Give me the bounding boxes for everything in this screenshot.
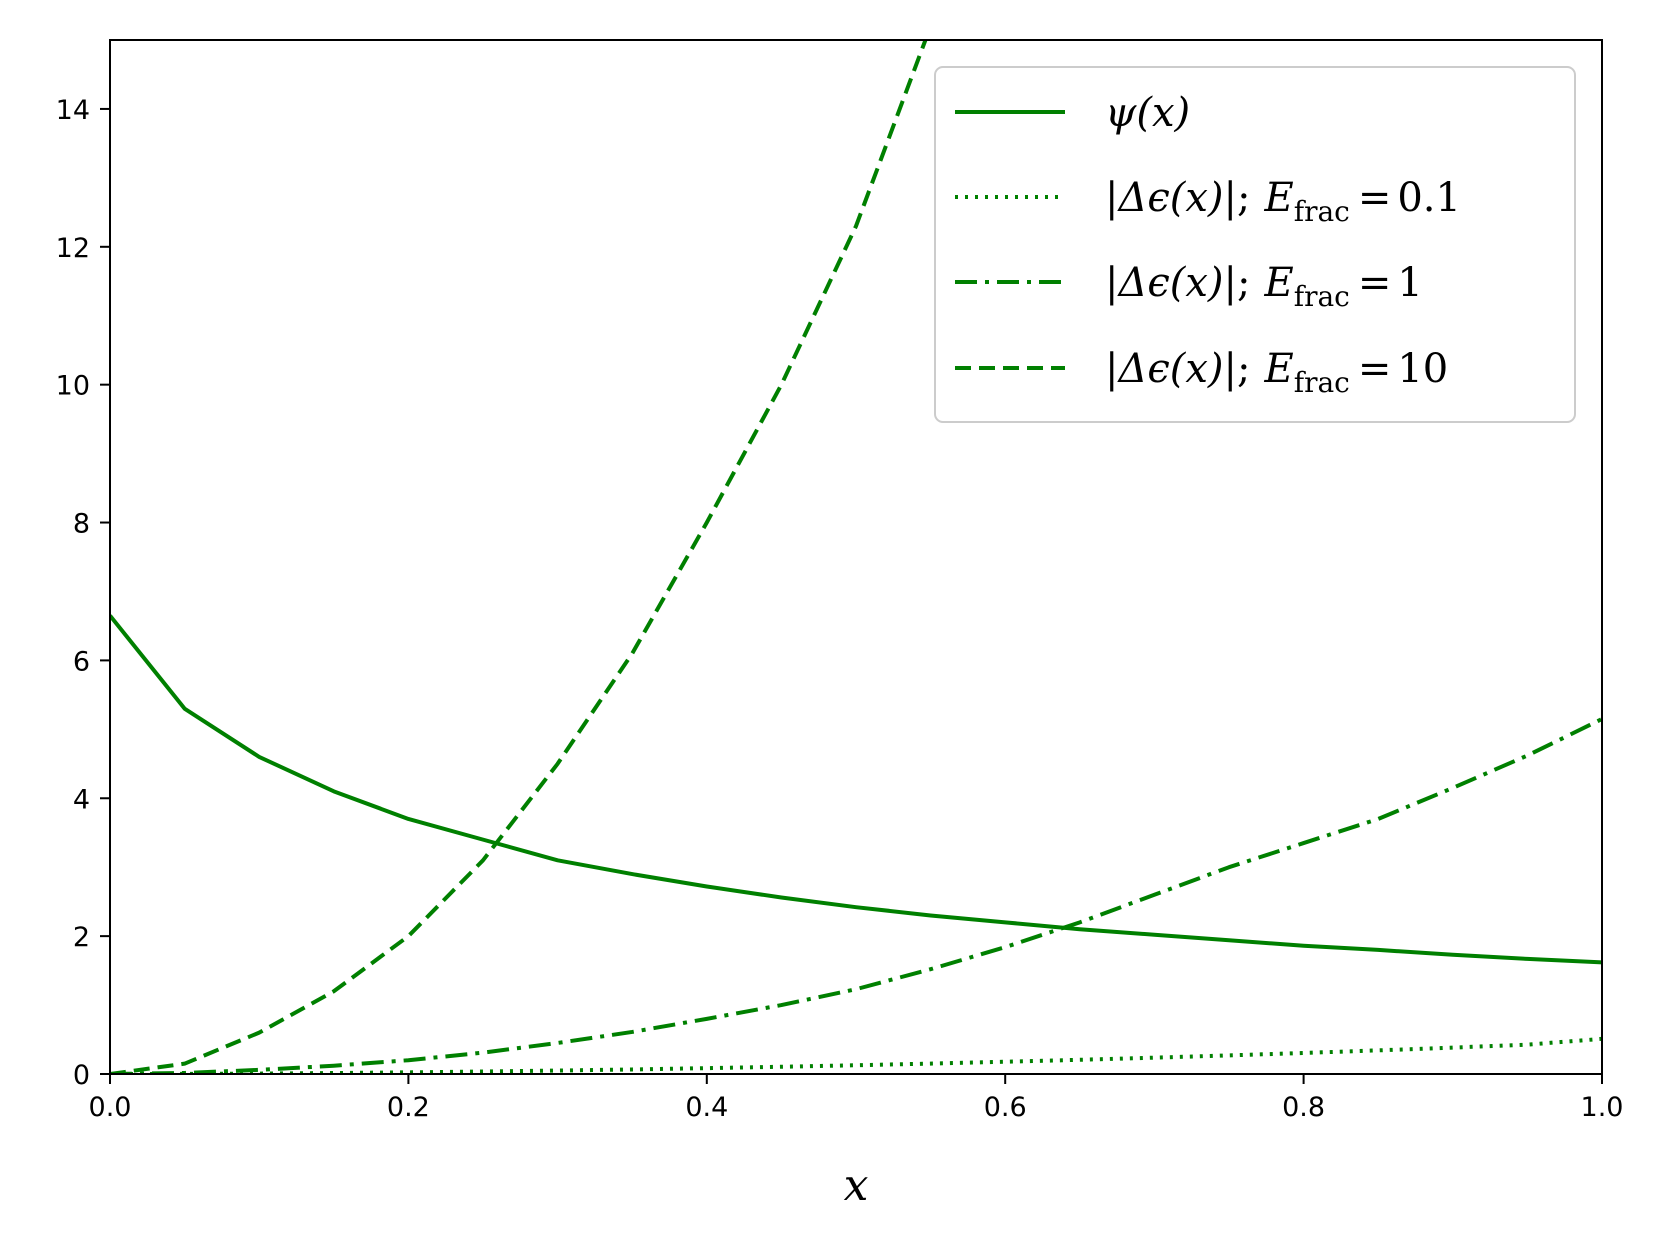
x-tick-label: 0.6: [984, 1092, 1027, 1123]
x-tick-label: 1.0: [1581, 1092, 1624, 1123]
series-efrac-1: [110, 717, 1602, 1074]
legend-label-sub: frac: [1294, 366, 1350, 399]
x-tick-label: 0.8: [1282, 1092, 1325, 1123]
legend-label-eq: =: [1358, 346, 1392, 392]
y-tick-label: 6: [73, 646, 90, 677]
y-axis-ticks: 0 2 4 6 8 10 12 14: [56, 95, 110, 1091]
legend-entry-psi: ψ(x): [955, 90, 1190, 136]
legend-entry-efrac-1: |Δϵ(x)|; Efrac = 1: [955, 260, 1423, 313]
legend-label-sep: ;: [1237, 346, 1250, 392]
legend-label-eq: =: [1358, 175, 1392, 221]
y-tick-label: 8: [73, 509, 90, 540]
series-efrac-10: [110, 40, 928, 1074]
legend-entry-efrac-10: |Δϵ(x)|; Efrac = 10: [955, 346, 1448, 399]
legend-label-psi: ψ(x): [1105, 90, 1190, 136]
legend-label-sym: E: [1264, 346, 1294, 392]
x-axis-ticks: 0.0 0.2 0.4 0.6 0.8 1.0: [89, 1074, 1624, 1123]
series-layer: [110, 40, 1602, 1074]
legend-label-sep: ;: [1237, 175, 1250, 221]
y-tick-label: 4: [73, 784, 90, 815]
y-tick-label: 12: [56, 233, 90, 264]
y-tick-label: 10: [56, 371, 90, 402]
plot-frame: [109, 39, 1603, 1075]
y-tick-label: 14: [56, 95, 90, 126]
legend-label-sub: frac: [1294, 195, 1350, 228]
svg-text:ψ(x): ψ(x): [1105, 90, 1190, 136]
legend-label-val: 0.1: [1397, 175, 1461, 221]
svg-text:|Δϵ(x)|;Efrac=10: |Δϵ(x)|; Efrac = 10: [1105, 346, 1448, 399]
legend-label-sub: frac: [1294, 280, 1350, 313]
y-tick-label: 0: [73, 1060, 90, 1091]
x-tick-label: 0.4: [685, 1092, 728, 1123]
legend-label-func: |Δϵ(x)|: [1105, 175, 1237, 221]
x-tick-label: 0.2: [387, 1092, 430, 1123]
y-tick-label: 2: [73, 922, 90, 953]
x-axis-title: x: [844, 1160, 869, 1211]
legend-label-func: |Δϵ(x)|: [1105, 260, 1237, 306]
legend-label-func: |Δϵ(x)|: [1105, 346, 1237, 392]
svg-text:|Δϵ(x)|;Efrac=1: |Δϵ(x)|; Efrac = 1: [1105, 260, 1423, 313]
legend-label-val: 10: [1397, 346, 1448, 392]
legend-label-sym: E: [1264, 175, 1294, 221]
series-psi: [110, 614, 1602, 965]
legend-label-sep: ;: [1237, 260, 1250, 306]
legend-label-val: 1: [1397, 260, 1422, 306]
legend-entry-efrac-0.1: |Δϵ(x)|; Efrac = 0.1: [955, 175, 1461, 228]
legend-frame: [934, 66, 1576, 423]
x-tick-label: 0.0: [89, 1092, 132, 1123]
legend-label-eq: =: [1358, 260, 1392, 306]
legend-label-sym: E: [1264, 260, 1294, 306]
legend: ψ(x) |Δϵ(x)|; Efrac = 0.1 |Δϵ(x)|; Efrac = 1 |…: [934, 66, 1576, 423]
svg-text:|Δϵ(x)|;Efrac=0.1: |Δϵ(x)|; Efrac = 0.1: [1105, 175, 1461, 228]
